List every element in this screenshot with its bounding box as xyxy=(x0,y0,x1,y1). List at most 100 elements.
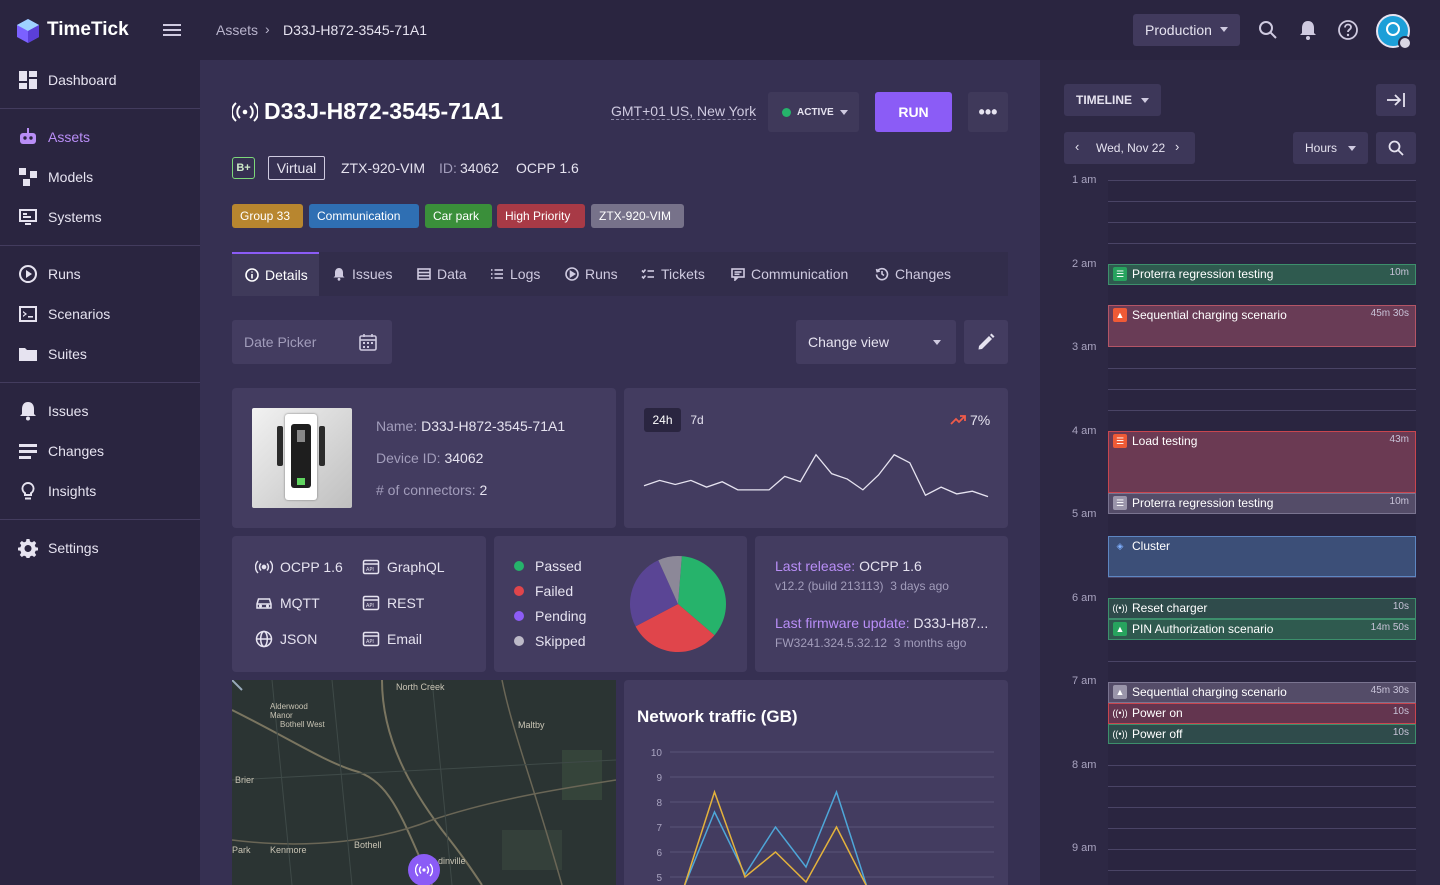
timeline-unit-select[interactable]: Hours xyxy=(1293,132,1368,164)
tag[interactable]: Communication xyxy=(309,204,419,228)
tag[interactable]: Car park xyxy=(425,204,492,228)
tag[interactable]: High Priority xyxy=(497,204,585,228)
next-day-icon[interactable]: › xyxy=(1175,139,1180,154)
connectors-row: # of connectors: 2 xyxy=(376,482,487,498)
help-icon[interactable] xyxy=(1337,19,1359,41)
date-picker-placeholder: Date Picker xyxy=(244,334,317,350)
hour-line xyxy=(1108,180,1416,181)
environment-select[interactable]: Production xyxy=(1133,14,1240,46)
sidebar-item-issues[interactable]: Issues xyxy=(0,391,200,431)
map-marker[interactable] xyxy=(408,854,440,885)
sidebar-item-suites[interactable]: Suites xyxy=(0,334,200,374)
device-name-label: Name: xyxy=(376,418,418,434)
event-label: Sequential charging scenario xyxy=(1132,308,1287,322)
map-view[interactable]: North Creek Alderwood Manor Bothell West… xyxy=(232,680,616,885)
collapse-panel-button[interactable] xyxy=(1376,84,1416,116)
range-7d-button[interactable]: 7d xyxy=(690,413,704,427)
tab-tickets[interactable]: Tickets xyxy=(641,252,705,296)
tag[interactable]: Group 33 xyxy=(232,204,303,228)
tab-communication[interactable]: Communication xyxy=(731,252,848,296)
timeline-event[interactable]: ◈ Cluster xyxy=(1108,536,1416,577)
menu-toggle-icon[interactable] xyxy=(161,20,183,40)
tab-label: Tickets xyxy=(661,266,705,282)
sidebar-item-label: Systems xyxy=(48,209,102,225)
tab-label: Communication xyxy=(751,266,849,282)
change-view-select[interactable]: Change view xyxy=(796,320,956,364)
run-button[interactable]: RUN xyxy=(875,92,952,132)
timeline-event[interactable]: ((•)) Power off 10s xyxy=(1108,724,1416,744)
timeline-search-button[interactable] xyxy=(1376,132,1416,164)
legend-dot xyxy=(514,636,524,646)
tab-changes[interactable]: Changes xyxy=(875,252,951,296)
tab-issues[interactable]: Issues xyxy=(332,252,392,296)
hour-label: 5 am xyxy=(1072,508,1097,520)
car-icon xyxy=(256,598,272,609)
sidebar-item-scenarios[interactable]: Scenarios xyxy=(0,294,200,334)
notification-bell-icon[interactable] xyxy=(1298,19,1318,41)
range-24h-button[interactable]: 24h xyxy=(644,408,681,432)
sidebar-item-insights[interactable]: Insights xyxy=(0,471,200,511)
legend-dot xyxy=(514,611,524,621)
event-duration: 10s xyxy=(1392,601,1409,612)
history-icon xyxy=(875,267,889,281)
hour-line xyxy=(1108,368,1416,369)
edit-button[interactable] xyxy=(964,320,1008,364)
protocol-label: JSON xyxy=(280,631,318,647)
date-picker-input[interactable]: Date Picker xyxy=(232,320,392,364)
timeline-event[interactable]: ((•)) Power on 10s xyxy=(1108,703,1416,724)
model-text: ZTX-920-VIM xyxy=(341,160,426,176)
hour-line xyxy=(1108,807,1416,808)
fire-icon: ▲ xyxy=(1113,622,1127,636)
avatar[interactable] xyxy=(1376,14,1412,50)
tab-details[interactable]: Details xyxy=(232,252,319,296)
sidebar xyxy=(0,60,200,885)
tab-runs[interactable]: Runs xyxy=(565,252,618,296)
timeline-unit: Hours xyxy=(1305,141,1338,155)
sidebar-item-dashboard[interactable]: Dashboard xyxy=(0,60,200,100)
timeline-event[interactable]: ☰ Load testing 43m xyxy=(1108,431,1416,493)
breadcrumb-root[interactable]: Assets xyxy=(216,22,259,38)
event-label: Power on xyxy=(1132,706,1183,720)
sidebar-item-assets[interactable]: Assets xyxy=(0,117,200,157)
more-options-icon[interactable]: ••• xyxy=(968,92,1008,132)
timeline-event[interactable]: ▲ Sequential charging scenario 45m 30s xyxy=(1108,305,1416,347)
device-id-label: Device ID: xyxy=(376,450,441,466)
tab-label: Changes xyxy=(895,266,952,282)
timeline-event[interactable]: ((•)) Reset charger 10s xyxy=(1108,598,1416,619)
event-duration: 10s xyxy=(1392,727,1409,738)
protocol-label: OCPP 1.6 xyxy=(280,559,343,575)
timeline-event[interactable]: ☰ Proterra regression testing 10m xyxy=(1108,493,1416,514)
hour-label: 9 am xyxy=(1072,842,1097,854)
sidebar-item-settings[interactable]: Settings xyxy=(0,528,200,568)
broadcast-icon: ((•)) xyxy=(1112,603,1128,613)
timezone-link[interactable]: GMT+01 US, New York xyxy=(611,103,757,120)
timeline-event[interactable]: ▲ Sequential charging scenario 45m 30s xyxy=(1108,682,1416,703)
tab-data[interactable]: Data xyxy=(417,252,467,296)
event-label: PIN Authorization scenario xyxy=(1132,622,1274,636)
date-navigator: ‹ Wed, Nov 22 › xyxy=(1064,132,1195,164)
hour-label: 1 am xyxy=(1072,174,1097,186)
tab-label: Issues xyxy=(352,266,393,282)
sidebar-item-runs[interactable]: Runs xyxy=(0,254,200,294)
timeline-event[interactable]: ▲ PIN Authorization scenario 14m 50s xyxy=(1108,619,1416,640)
search-icon[interactable] xyxy=(1258,20,1278,40)
tag[interactable]: ZTX-920-VIM xyxy=(591,204,684,228)
previous-day-icon[interactable]: ‹ xyxy=(1075,139,1080,154)
firmware-build: FW3241.324.5.32.12 xyxy=(775,636,888,650)
sidebar-item-label: Models xyxy=(48,169,94,185)
y-tick-label: 8 xyxy=(656,798,662,809)
sidebar-item-label: Changes xyxy=(48,443,105,459)
lightbulb-icon xyxy=(21,482,35,500)
legend-item-failed: Failed xyxy=(514,583,573,599)
legend-dot xyxy=(514,586,524,596)
hour-label: 4 am xyxy=(1072,425,1097,437)
timeline-event[interactable]: ☰ Proterra regression testing 10m xyxy=(1108,264,1416,285)
tab-logs[interactable]: Logs xyxy=(490,252,540,296)
status-dropdown[interactable]: ACTIVE xyxy=(768,92,859,132)
sidebar-item-changes[interactable]: Changes xyxy=(0,431,200,471)
sidebar-item-systems[interactable]: Systems xyxy=(0,197,200,237)
last-release-value: OCPP 1.6 xyxy=(859,558,922,574)
sidebar-item-models[interactable]: Models xyxy=(0,157,200,197)
device-id-value: 34062 xyxy=(444,450,484,466)
timeline-view-select[interactable]: TIMELINE xyxy=(1064,84,1161,116)
